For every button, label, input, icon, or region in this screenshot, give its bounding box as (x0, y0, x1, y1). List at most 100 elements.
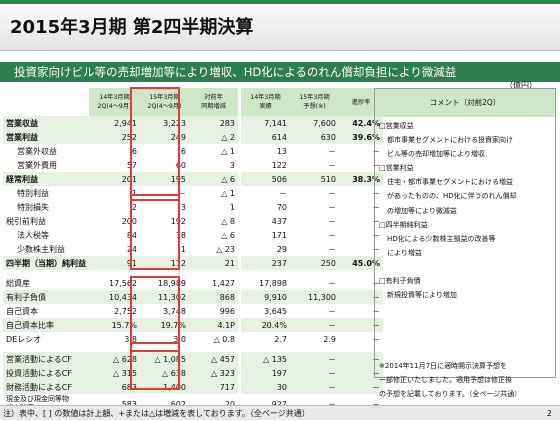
row-label: 特別損失 (3, 200, 89, 214)
cell-c3: △ 1 (189, 144, 238, 158)
comment-line: の予想を記載しております。（全ページ共通） (379, 389, 522, 398)
cell-c2: 1,400 (140, 380, 189, 394)
header-col: 14年3月期 実績 (241, 88, 290, 116)
row-label: 四半期（当期）純利益 (3, 256, 89, 270)
cell-c1: 24 (89, 242, 140, 256)
title-bar: 2015年3月期 第2四半期決算 (0, 0, 560, 51)
cell-c1: 3.8 (89, 332, 140, 346)
footnote-text: 注）表中、[ ] の数値は計上額、+または△は増減を表しております。（全ページ共… (3, 409, 310, 418)
cell-c3: △ 23 (189, 242, 238, 256)
cell-c6: － (339, 158, 383, 172)
header-col: 対前年 同期増減 (189, 88, 238, 116)
cell-c2: 78 (140, 228, 189, 242)
table-row: 営業外費用 57 60 3 122 －－ (3, 158, 383, 172)
comment-line (379, 260, 551, 274)
comment-line: 住宅・都市事業セグメントにおける増益 (387, 178, 513, 187)
table-row: 特別利益 1 － △ 1 －－－ (3, 186, 383, 200)
cell-c5: 7,600 (290, 116, 339, 130)
cell-c4: 437 (241, 214, 290, 228)
header-col: 14年3月期 2Q(4～9月) (89, 88, 140, 116)
cell-c2: △ 638 (140, 366, 189, 380)
table-row: 特別損失 2 3 1 70 －－ (3, 200, 383, 214)
cell-c3: △ 6 (189, 172, 238, 186)
comment-line: の増加等により微減益 (387, 206, 457, 215)
cell-c2: 192 (140, 214, 189, 228)
cell-c5: － (290, 380, 339, 394)
cell-c4: 9,910 (241, 290, 290, 304)
cell-c3: △ 8 (189, 214, 238, 228)
comment-line: 一部修正いたしました。適用予想は修正後 (379, 375, 512, 384)
comment-line: により増益 (387, 248, 422, 257)
cell-c4: 30 (241, 380, 290, 394)
cell-c6: － (339, 200, 383, 214)
cell-c3: 21 (189, 256, 238, 270)
table-row: 税引前利益 200 192 △ 8 437 －－ (3, 214, 383, 228)
cell-c3: 1,427 (189, 276, 238, 290)
row-label: 営業収益 (3, 116, 89, 130)
comment-line (379, 330, 551, 344)
cell-c6: － (339, 276, 383, 290)
cell-c2: 1 (140, 242, 189, 256)
cell-c1: △ 315 (89, 366, 140, 380)
cell-c2: 6 (140, 144, 189, 158)
cell-c3: △ 1 (189, 186, 238, 200)
table-row: 経常利益 201 195 △ 6 506 510 38.3% (3, 172, 383, 186)
cell-c3: 3 (189, 158, 238, 172)
comment-line: □有利子負債 (379, 277, 421, 286)
row-label: DEレシオ (3, 332, 89, 346)
cell-c2: 112 (140, 256, 189, 270)
cell-c1: 57 (89, 158, 140, 172)
cell-c5: 11,300 (290, 290, 339, 304)
cell-c3: 868 (189, 290, 238, 304)
cell-c5: － (290, 242, 339, 256)
comment-header: コメント（対前2Q） (375, 89, 555, 117)
cell-c3: △ 2 (189, 130, 238, 144)
row-label: 営業利益 (3, 130, 89, 144)
cell-c2: 11,302 (140, 290, 189, 304)
table-row: 営業活動によるCF △ 628 △ 1,085 △ 457 △ 135 －－ (3, 352, 383, 366)
cell-c3: 1 (189, 200, 238, 214)
table-row: 営業外収益 6 6 △ 1 13 －－ (3, 144, 383, 158)
comment-line: 新規投資等により増加 (387, 291, 457, 300)
cell-c2: 195 (140, 172, 189, 186)
cell-c4: 2.7 (241, 332, 290, 346)
row-label: 自己資本 (3, 304, 89, 318)
cell-c6: － (339, 352, 383, 366)
comment-line: 都市事業セグメントにおける投資家向け (387, 136, 513, 145)
cell-c5: － (290, 158, 339, 172)
table-row: 営業利益 252 249 △ 2 614 630 39.6% (3, 130, 383, 144)
cell-c2: － (140, 186, 189, 200)
row-label: 経常利益 (3, 172, 89, 186)
row-label: 投資活動によるCF (3, 366, 89, 380)
cell-c6: － (339, 214, 383, 228)
row-label: 法人税等 (3, 228, 89, 242)
cell-c5: 510 (290, 172, 339, 186)
cell-c6: － (339, 318, 383, 332)
cell-c4: 614 (241, 130, 290, 144)
cell-c3: △ 457 (189, 352, 238, 366)
cell-c2: 3,748 (140, 304, 189, 318)
cell-c1: 2 (89, 200, 140, 214)
cell-c4: 70 (241, 200, 290, 214)
cell-c1: △ 628 (89, 352, 140, 366)
cell-c5: 250 (290, 256, 339, 270)
cell-c4: 506 (241, 172, 290, 186)
cell-c4: 20.4% (241, 318, 290, 332)
cell-c5: － (290, 276, 339, 290)
cell-c4: 171 (241, 228, 290, 242)
cell-c1: 84 (89, 228, 140, 242)
cell-c1: 91 (89, 256, 140, 270)
subtitle-banner: 投資家向けビル等の売却増加等により増収、HD化によるのれん償却負担により微減益 (0, 62, 560, 82)
row-label: 少数株主利益 (3, 242, 89, 256)
comment-line (379, 345, 551, 359)
cell-c5: － (290, 144, 339, 158)
row-label: 自己資本比率 (3, 318, 89, 332)
cell-c6: 38.3% (339, 172, 383, 186)
row-label: 税引前利益 (3, 214, 89, 228)
cell-c6: － (339, 290, 383, 304)
cell-c1: 17,562 (89, 276, 140, 290)
comment-line (379, 302, 551, 316)
row-label: 総資産 (3, 276, 89, 290)
cell-c3: 996 (189, 304, 238, 318)
page-number: 2 (546, 409, 552, 418)
